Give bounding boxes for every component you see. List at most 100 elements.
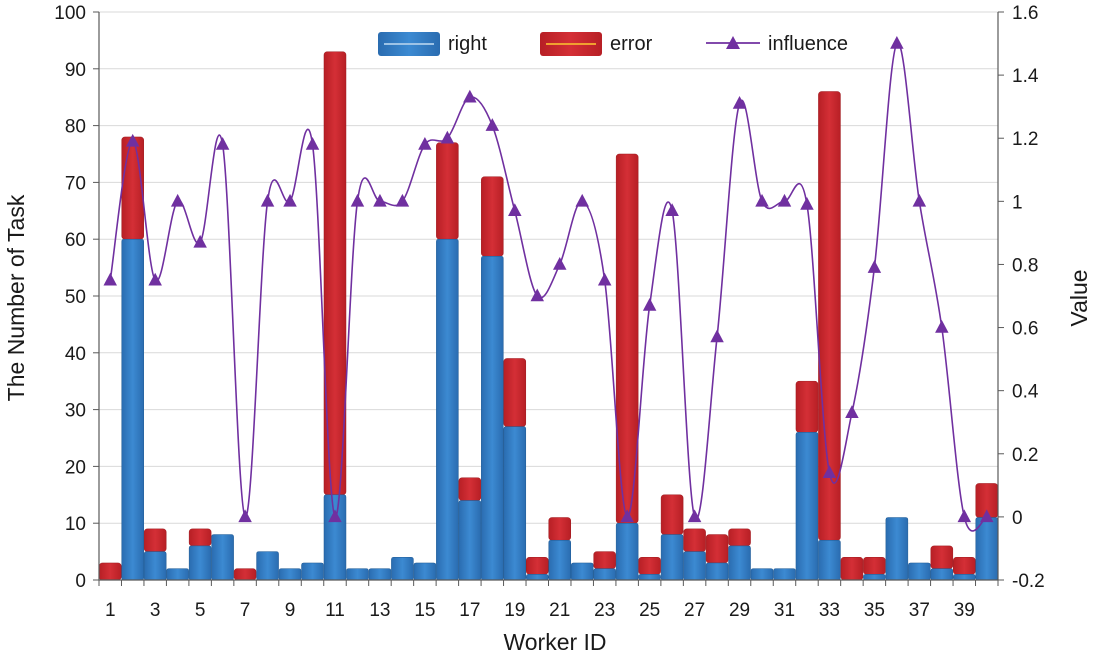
bar-right-9 bbox=[278, 568, 302, 581]
influence-marker-1 bbox=[103, 272, 117, 286]
y2-tick-label: -0.2 bbox=[1012, 571, 1045, 592]
y2-tick-label: 0.6 bbox=[1012, 319, 1038, 340]
bar-error-21 bbox=[548, 517, 571, 541]
y-tick-label: 70 bbox=[65, 173, 86, 194]
bar-right-39 bbox=[953, 574, 976, 581]
legend-marker-influence bbox=[726, 36, 740, 49]
x-tick-label: 1 bbox=[105, 600, 116, 621]
x-axis-title: Worker ID bbox=[503, 629, 606, 655]
y-axis-title: The Number of Task bbox=[3, 194, 29, 401]
influence-marker-23 bbox=[597, 272, 612, 286]
influence-marker-22 bbox=[575, 193, 589, 207]
influence-line bbox=[103, 36, 994, 532]
bar-right-16 bbox=[436, 238, 459, 581]
x-tick-label: 29 bbox=[729, 600, 750, 621]
bar-right-28 bbox=[705, 562, 729, 581]
influence-curve bbox=[109, 42, 988, 532]
bar-right-20 bbox=[526, 574, 549, 581]
bar-right-36 bbox=[885, 517, 909, 581]
bar-right-21 bbox=[548, 539, 571, 581]
bar-right-19 bbox=[503, 426, 527, 581]
influence-marker-34 bbox=[845, 405, 859, 419]
bar-right-18 bbox=[481, 255, 504, 581]
y2-tick-label: 0.8 bbox=[1012, 255, 1038, 276]
influence-marker-14 bbox=[395, 193, 410, 207]
influence-marker-20 bbox=[530, 288, 545, 302]
influence-marker-21 bbox=[552, 256, 567, 270]
y2-tick-label: 1.4 bbox=[1012, 66, 1039, 87]
y2-tick-label: 1 bbox=[1012, 192, 1023, 213]
bar-right-8 bbox=[256, 551, 279, 581]
influence-marker-5 bbox=[193, 234, 207, 248]
influence-marker-12 bbox=[350, 193, 365, 207]
influence-marker-28 bbox=[710, 329, 724, 343]
bar-error-35 bbox=[863, 557, 886, 575]
bar-error-17 bbox=[458, 477, 482, 501]
influence-marker-7 bbox=[238, 509, 252, 523]
influence-marker-35 bbox=[867, 260, 882, 273]
influence-marker-31 bbox=[777, 193, 792, 207]
x-tick-label: 3 bbox=[150, 600, 161, 621]
x-tick-label: 39 bbox=[954, 600, 975, 621]
x-tick-label: 25 bbox=[639, 600, 660, 621]
y-tick-label: 60 bbox=[65, 230, 86, 251]
influence-marker-3 bbox=[148, 272, 162, 286]
y2-tick-label: 1.6 bbox=[1012, 3, 1038, 24]
bar-right-13 bbox=[368, 568, 392, 581]
bar-error-20 bbox=[526, 557, 549, 575]
y-tick-label: 90 bbox=[65, 60, 86, 81]
x-tick-label: 11 bbox=[325, 600, 345, 621]
influence-marker-16 bbox=[440, 130, 455, 144]
influence-marker-26 bbox=[665, 203, 679, 217]
bar-right-38 bbox=[930, 568, 954, 581]
influence-marker-25 bbox=[642, 297, 657, 311]
bar-error-5 bbox=[188, 528, 212, 547]
legend: right error influence bbox=[378, 32, 848, 56]
bar-error-34 bbox=[840, 557, 864, 581]
influence-marker-30 bbox=[755, 193, 769, 207]
influence-marker-19 bbox=[508, 203, 522, 217]
x-tick-label: 21 bbox=[549, 600, 570, 621]
influence-marker-10 bbox=[305, 137, 320, 150]
bar-right-6 bbox=[211, 534, 234, 581]
bar-error-27 bbox=[683, 528, 706, 552]
bar-right-5 bbox=[188, 545, 212, 581]
bar-error-18 bbox=[481, 176, 504, 257]
bar-right-33 bbox=[818, 539, 841, 581]
y-tick-label: 80 bbox=[65, 117, 86, 138]
x-tick-label: 37 bbox=[909, 600, 930, 621]
influence-marker-4 bbox=[170, 193, 185, 207]
influence-marker-8 bbox=[260, 193, 275, 207]
bar-right-14 bbox=[391, 557, 414, 581]
bar-right-2 bbox=[121, 238, 144, 581]
y-tick-label: 0 bbox=[75, 571, 86, 592]
y-tick-label: 10 bbox=[65, 514, 86, 535]
y-tick-label: 100 bbox=[54, 3, 86, 24]
y2-tick-label: 0.4 bbox=[1012, 382, 1039, 403]
bar-error-28 bbox=[705, 534, 729, 564]
bar-right-12 bbox=[346, 568, 369, 581]
bar-error-25 bbox=[638, 557, 661, 575]
x-tick-label: 35 bbox=[864, 600, 885, 621]
influence-marker-27 bbox=[687, 509, 702, 523]
influence-marker-24 bbox=[620, 509, 634, 523]
influence-marker-11 bbox=[328, 509, 342, 523]
x-tick-label: 27 bbox=[684, 600, 705, 621]
influence-marker-6 bbox=[215, 137, 230, 150]
influence-marker-32 bbox=[800, 196, 814, 210]
bar-error-39 bbox=[953, 557, 976, 575]
y-tick-label: 30 bbox=[65, 401, 86, 422]
bar-error-19 bbox=[503, 358, 527, 427]
bar-right-15 bbox=[413, 562, 437, 581]
bar-error-1 bbox=[98, 562, 122, 581]
bar-right-29 bbox=[728, 545, 751, 581]
y-tick-label: 20 bbox=[65, 457, 86, 478]
influence-marker-36 bbox=[890, 36, 904, 49]
x-tick-label: 19 bbox=[504, 600, 525, 621]
influence-marker-29 bbox=[732, 96, 747, 109]
bar-right-25 bbox=[638, 574, 661, 581]
x-tick-label: 33 bbox=[819, 600, 840, 621]
gridlines bbox=[99, 11, 998, 581]
bar-error-23 bbox=[593, 551, 616, 569]
bar-right-23 bbox=[593, 568, 616, 581]
